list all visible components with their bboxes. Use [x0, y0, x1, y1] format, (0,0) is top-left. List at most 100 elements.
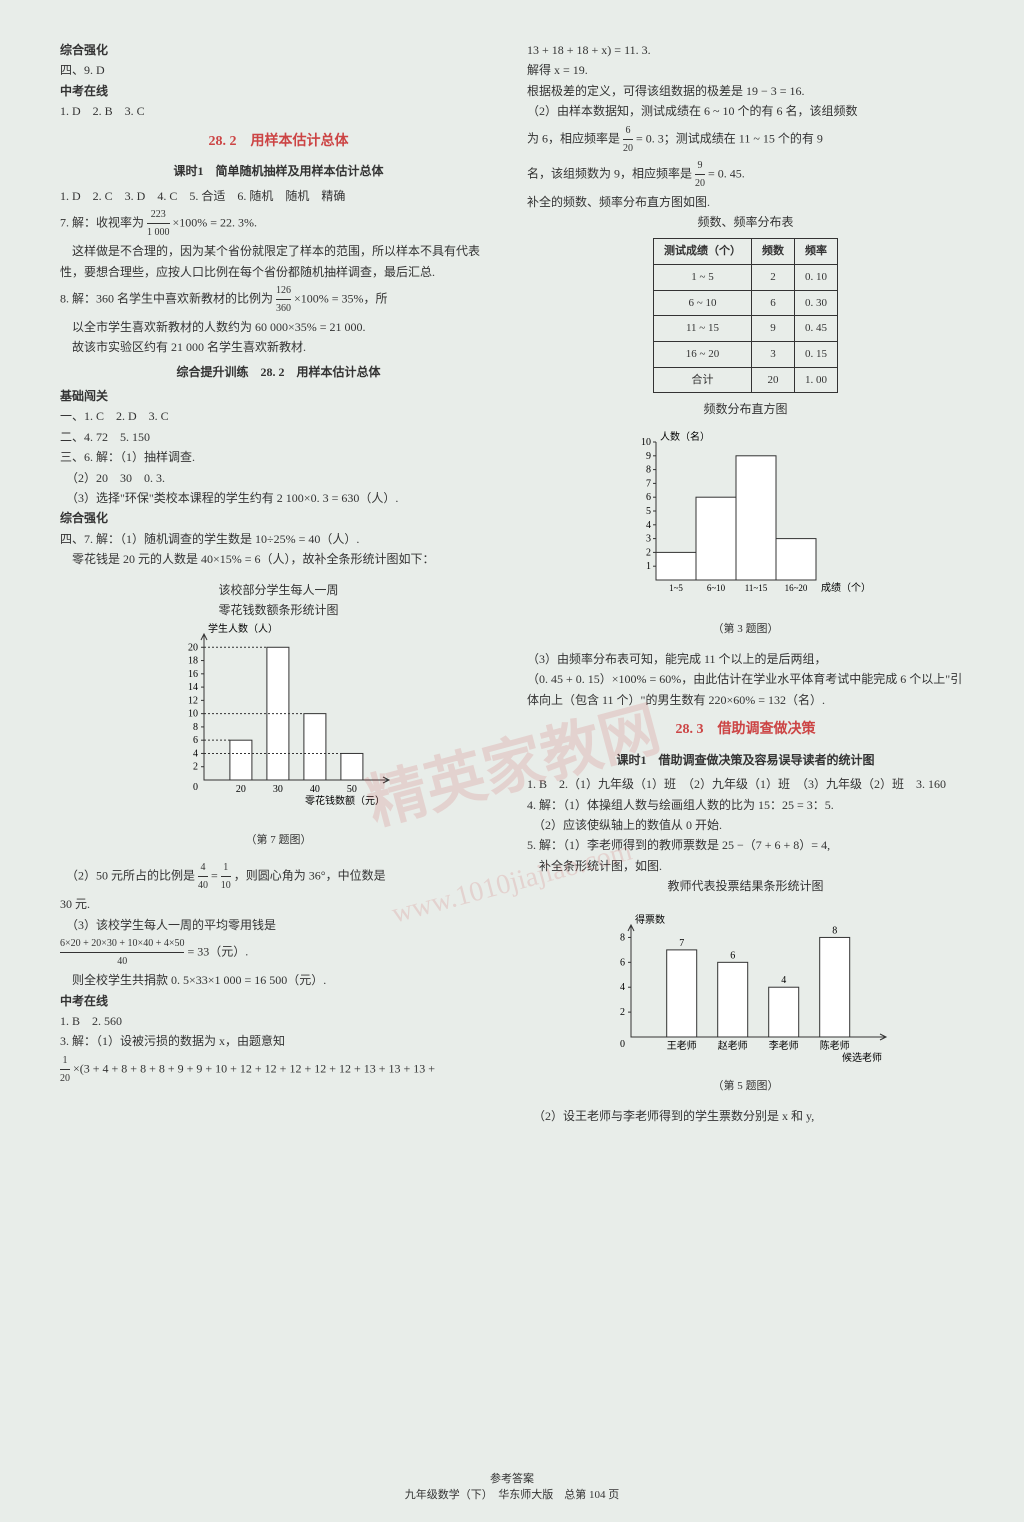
svg-text:12: 12: [188, 696, 198, 707]
svg-text:8: 8: [193, 722, 198, 733]
svg-text:9: 9: [646, 451, 651, 462]
text-line: 13 + 18 + 18 + x) = 11. 3.: [527, 40, 964, 60]
svg-text:李老师: 李老师: [768, 1039, 798, 1052]
svg-text:2: 2: [646, 547, 651, 558]
svg-text:8: 8: [646, 464, 651, 475]
chart1-container: 该校部分学生每人一周 零花钱数额条形统计图 246810121416182020…: [60, 580, 497, 850]
text-line: （2）设王老师与李老师得到的学生票数分别是 x 和 y,: [527, 1106, 964, 1126]
svg-text:4: 4: [620, 982, 625, 993]
svg-text:王老师: 王老师: [666, 1039, 696, 1052]
svg-text:零花钱数额（元）: 零花钱数额（元）: [305, 794, 385, 807]
text-line: （0. 45 + 0. 15）×100% = 60%，由此估计在学业水平体育考试…: [527, 669, 964, 710]
svg-text:11~15: 11~15: [744, 583, 767, 593]
text-line: 4. 解：（1）体操组人数与绘画组人数的比为 15：25 = 3：5.: [527, 795, 964, 815]
sub-title: 综合提升训练 28. 2 用样本估计总体: [60, 362, 497, 382]
text-line: 3. 解：（1）设被污损的数据为 x，由题意知: [60, 1031, 497, 1051]
header: 基础闯关: [60, 386, 497, 406]
chart1-title2: 零花钱数额条形统计图: [60, 600, 497, 620]
fraction: 440: [198, 859, 208, 894]
text-line: 为 6，相应频率是 620 = 0. 3；测试成绩在 11 ~ 15 个的有 9: [527, 122, 964, 157]
page-footer: 参考答案 九年级数学（下） 华东师大版 总第 104 页: [0, 1470, 1024, 1502]
svg-text:8: 8: [832, 925, 837, 936]
svg-text:18: 18: [188, 656, 198, 667]
text-line: 名，该组频数为 9，相应频率是 920 = 0. 45.: [527, 157, 964, 192]
text-line: （2）由样本数据知，测试成绩在 6 ~ 10 个的有 6 名，该组频数: [527, 101, 964, 121]
svg-text:20: 20: [235, 784, 245, 795]
footer-line2: 九年级数学（下） 华东师大版 总第 104 页: [0, 1486, 1024, 1502]
section-title: 28. 3 借助调查做决策: [527, 718, 964, 742]
svg-text:40: 40: [309, 784, 319, 795]
sub-title: 课时1 简单随机抽样及用样本估计总体: [60, 161, 497, 181]
chart3-container: 24687王老师6赵老师4李老师8陈老师得票数候选老师0 （第 5 题图）: [527, 907, 964, 1096]
fraction: 2231 000: [147, 206, 170, 241]
header: 综合强化: [60, 508, 497, 528]
svg-text:4: 4: [193, 749, 198, 760]
chart1-title1: 该校部分学生每人一周: [60, 580, 497, 600]
svg-text:10: 10: [188, 709, 198, 720]
svg-text:0: 0: [620, 1039, 625, 1050]
chart3-svg: 24687王老师6赵老师4李老师8陈老师得票数候选老师0: [596, 907, 896, 1067]
text-line: 根据极差的定义，可得该组数据的极差是 19 − 3 = 16.: [527, 81, 964, 101]
svg-text:5: 5: [646, 506, 651, 517]
text-line: 120 ×(3 + 4 + 8 + 8 + 8 + 9 + 9 + 10 + 1…: [60, 1052, 497, 1087]
text-line: 1. D 2. C 3. D 4. C 5. 合适 6. 随机 随机 精确: [60, 186, 497, 206]
text-line: 则全校学生共捐款 0. 5×33×1 000 = 16 500（元）.: [60, 970, 497, 990]
fraction: 620: [623, 122, 633, 157]
text-line: 1. D 2. B 3. C: [60, 101, 497, 121]
svg-text:学生人数（人）: 学生人数（人）: [208, 622, 278, 635]
text-line: 解得 x = 19.: [527, 60, 964, 80]
text-line: （3）选择"环保"类校本课程的学生约有 2 100×0. 3 = 630（人）.: [60, 488, 497, 508]
chart1-caption: （第 7 题图）: [60, 831, 497, 850]
svg-text:16~20: 16~20: [784, 583, 807, 593]
text-line: 6×20 + 20×30 + 10×40 + 4×5040 = 33（元）.: [60, 935, 497, 970]
text-line: （2）20 30 0. 3.: [60, 468, 497, 488]
text-line: 这样做是不合理的，因为某个省份就限定了样本的范围，所以样本不具有代表性，要想合理…: [60, 241, 497, 282]
svg-text:16: 16: [188, 669, 198, 680]
svg-text:1~5: 1~5: [669, 583, 683, 593]
svg-text:1: 1: [646, 561, 651, 572]
chart1-svg: 246810121416182020304050学生人数（人）零花钱数额（元）0: [159, 620, 399, 820]
text-line: 1. B 2. 560: [60, 1011, 497, 1031]
chart3-caption: （第 5 题图）: [527, 1077, 964, 1096]
svg-text:4: 4: [781, 975, 786, 986]
svg-text:4: 4: [646, 520, 651, 531]
sub-title: 课时1 借助调查做决策及容易误导读者的统计图: [527, 750, 964, 770]
svg-text:候选老师: 候选老师: [842, 1051, 882, 1064]
left-column: 综合强化 四、9. D 中考在线 1. D 2. B 3. C 28. 2 用样…: [60, 40, 497, 1126]
chart2-container: 123456789101~56~1011~1516~20人数（名）成绩（个） （…: [527, 430, 964, 639]
svg-text:8: 8: [620, 932, 625, 943]
svg-text:50: 50: [346, 784, 356, 795]
text-line: 补全的频数、频率分布直方图如图.: [527, 192, 964, 212]
text-line: 三、6. 解：（1）抽样调查.: [60, 447, 497, 467]
text-line: 1. B 2.（1）九年级（1）班 （2）九年级（1）班 （3）九年级（2）班 …: [527, 774, 964, 794]
svg-text:20: 20: [188, 643, 198, 654]
svg-text:7: 7: [646, 478, 651, 489]
fraction: 126360: [276, 282, 291, 317]
footer-line1: 参考答案: [0, 1470, 1024, 1486]
text-line: 故该市实验区约有 21 000 名学生喜欢新教材.: [60, 337, 497, 357]
svg-text:10: 10: [641, 437, 651, 448]
text-line: 8. 解：360 名学生中喜欢新教材的比例为 126360 ×100% = 35…: [60, 282, 497, 317]
header: 中考在线: [60, 81, 497, 101]
text-line: 补全条形统计图，如图.: [527, 856, 964, 876]
chart3-title: 教师代表投票结果条形统计图: [527, 876, 964, 896]
svg-text:得票数: 得票数: [635, 913, 665, 926]
text-line: 30 元.: [60, 894, 497, 914]
text-line: 一、1. C 2. D 3. C: [60, 406, 497, 426]
chart2-caption: （第 3 题图）: [527, 620, 964, 639]
frequency-table: 测试成绩（个）频数频率1 ~ 520. 106 ~ 1060. 3011 ~ 1…: [653, 238, 838, 393]
text-line: （2）应该使纵轴上的数值从 0 开始.: [527, 815, 964, 835]
svg-text:2: 2: [193, 762, 198, 773]
svg-text:0: 0: [193, 782, 198, 793]
fraction: 120: [60, 1052, 70, 1087]
section-title: 28. 2 用样本估计总体: [60, 130, 497, 154]
text-line: 7. 解：收视率为 2231 000 ×100% = 22. 3%.: [60, 206, 497, 241]
text-line: 零花钱是 20 元的人数是 40×15% = 6（人），故补全条形统计图如下：: [60, 549, 497, 569]
text-line: （3）由频率分布表可知，能完成 11 个以上的是后两组，: [527, 649, 964, 669]
chart2-title: 频数分布直方图: [527, 399, 964, 419]
svg-text:成绩（个）: 成绩（个）: [821, 581, 871, 594]
svg-text:6: 6: [730, 950, 735, 961]
svg-text:14: 14: [188, 682, 198, 693]
svg-text:陈老师: 陈老师: [819, 1039, 849, 1052]
text-line: 四、9. D: [60, 60, 497, 80]
